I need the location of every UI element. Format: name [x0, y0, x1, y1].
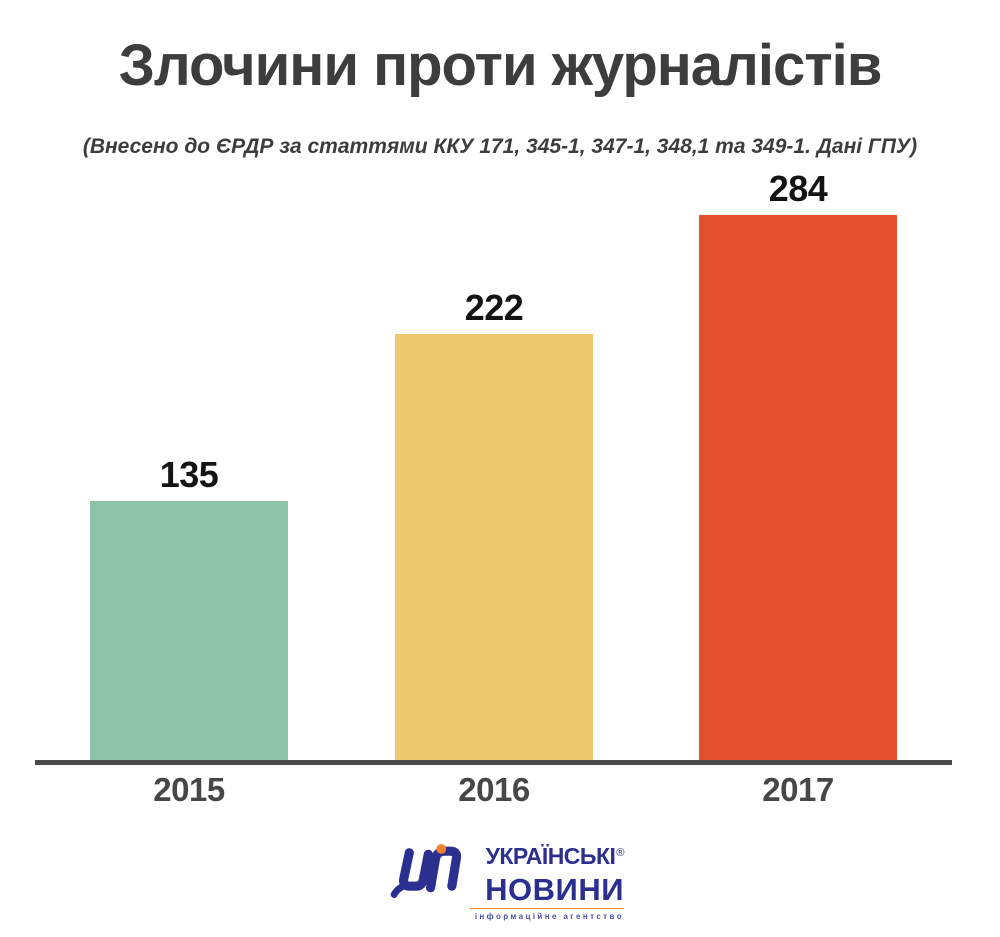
- bar-2015: [90, 501, 288, 760]
- logo-text: УКРАЇНСЬКІ® НОВИНИ інформаційне агентств…: [470, 834, 624, 921]
- logo: УКРАЇНСЬКІ® НОВИНИ інформаційне агентств…: [388, 834, 624, 921]
- logo-tagline: інформаційне агентство: [470, 908, 624, 921]
- chart-subtitle: (Внесено до ЄРДР за статтями ККУ 171, 34…: [82, 135, 918, 158]
- logo-dot-icon: [436, 844, 447, 854]
- bar-value-label: 222: [464, 287, 524, 328]
- logo-glyph-icon: [390, 844, 462, 898]
- logo-letter-u: [399, 848, 433, 891]
- bar-value-label: 284: [768, 168, 828, 209]
- bar-value-label: 135: [159, 454, 219, 495]
- logo-name-line1: УКРАЇНСЬКІ®: [485, 843, 625, 869]
- registered-mark: ®: [616, 847, 624, 859]
- logo-name-line2: НОВИНИ: [485, 872, 624, 907]
- bar-2017: [699, 215, 897, 760]
- logo-letter-n: [426, 846, 462, 893]
- x-axis-line: [35, 760, 952, 765]
- x-axis-tick-label: 2017: [762, 771, 834, 808]
- page-title: Злочини проти журналістів: [118, 33, 883, 98]
- x-axis-tick-label: 2015: [153, 771, 225, 808]
- x-axis-tick-label: 2016: [458, 771, 530, 808]
- logo-letter-u-tail: [390, 882, 409, 898]
- bar-2016: [395, 334, 593, 760]
